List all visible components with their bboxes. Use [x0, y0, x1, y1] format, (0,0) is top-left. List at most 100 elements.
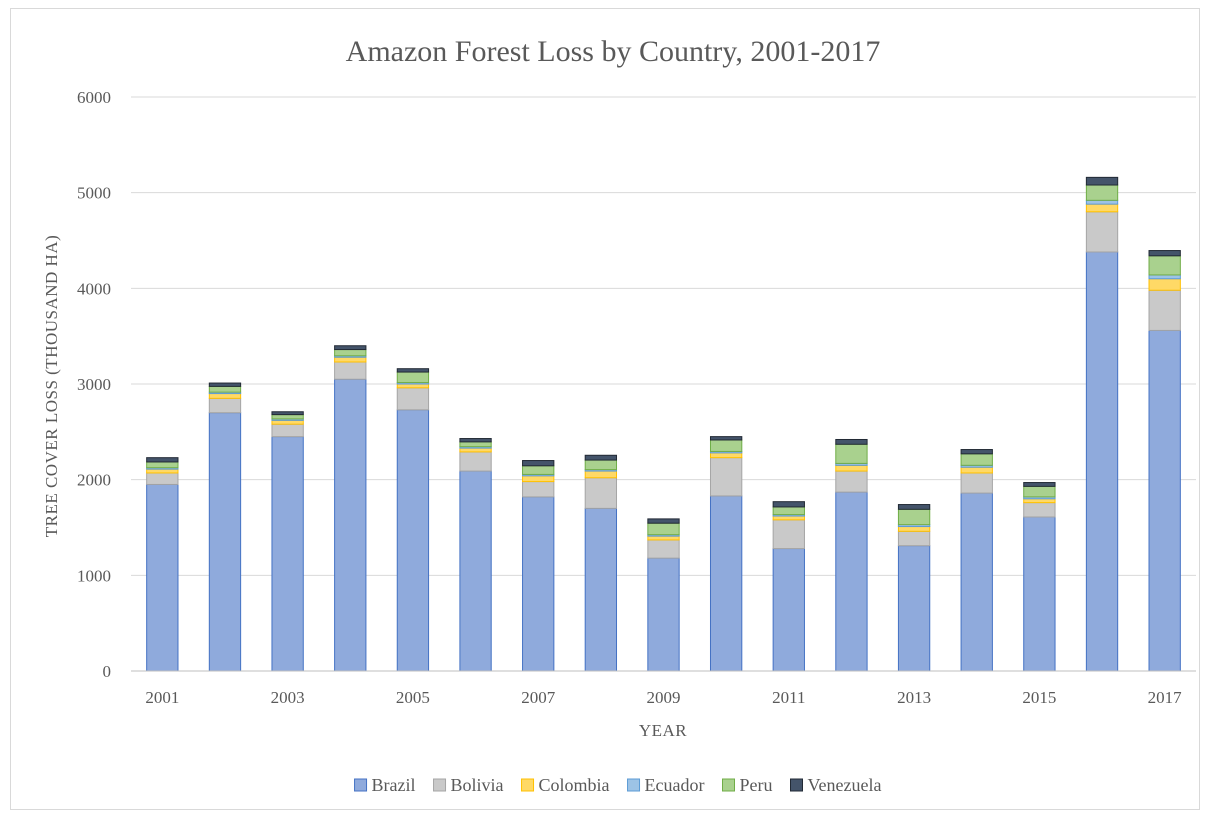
bar-brazil-2015: [1023, 516, 1056, 672]
x-tick-label: 2007: [521, 688, 556, 707]
x-tick-label: 2003: [271, 688, 305, 707]
bar-venezuela-2003: [271, 411, 304, 416]
bar-peru-2011: [772, 506, 805, 516]
bar-colombia-2002: [208, 393, 242, 399]
y-tick-label: 3000: [77, 375, 111, 394]
x-axis-label: YEAR: [639, 721, 687, 740]
legend-swatch: [790, 778, 803, 792]
bar-peru-2003: [271, 414, 304, 420]
x-tick-label: 2015: [1022, 688, 1056, 707]
x-tick-label: 2011: [772, 688, 805, 707]
x-axis-ticks: 2001 2003 2005 2007 2009 2011 2013 2015 2017: [145, 688, 1182, 707]
chart-frame: [10, 8, 1200, 810]
bar-brazil-2002: [208, 412, 242, 672]
legend-item-brazil: Brazil: [354, 775, 416, 795]
bar-colombia-2006: [459, 447, 492, 453]
bar-peru-2010: [709, 439, 743, 452]
bar-stack-2015: [1023, 482, 1056, 672]
legend-label: Ecuador: [645, 775, 705, 795]
bar-stack-2004: [334, 345, 367, 672]
bar-peru-2006: [459, 441, 492, 448]
legend-item-colombia: Colombia: [521, 775, 610, 795]
y-tick-label: 5000: [77, 184, 111, 203]
bar-venezuela-2007: [522, 460, 555, 467]
bar-brazil-2013: [897, 545, 931, 672]
bar-bolivia-2004: [334, 361, 367, 380]
bar-bolivia-2013: [897, 530, 931, 547]
bar-venezuela-2016: [1085, 176, 1119, 186]
legend-item-ecuador: Ecuador: [627, 775, 705, 795]
bar-colombia-2008: [584, 470, 618, 479]
bar-ecuador-2017: [1148, 274, 1181, 280]
legend-item-peru: Peru: [722, 775, 773, 795]
bar-colombia-2009: [647, 535, 680, 541]
bar-colombia-2012: [835, 464, 868, 472]
x-tick-label: 2013: [897, 688, 931, 707]
y-tick-label: 2000: [77, 471, 111, 490]
x-tick-label: 2009: [647, 688, 681, 707]
bar-colombia-2017: [1148, 278, 1181, 291]
bar-stack-2014: [960, 449, 993, 672]
bar-stack-2012: [835, 438, 868, 672]
legend-label: Peru: [740, 775, 773, 795]
chart-title: Amazon Forest Loss by Country, 2001-2017: [346, 35, 881, 68]
bar-venezuela-2008: [584, 454, 618, 461]
bar-bolivia-2012: [835, 470, 868, 493]
bar-venezuela-2006: [459, 438, 492, 443]
legend-swatch: [627, 778, 641, 792]
bar-colombia-2011: [772, 515, 805, 521]
bar-venezuela-2011: [772, 501, 805, 508]
bar-venezuela-2001: [146, 457, 179, 463]
bar-bolivia-2017: [1148, 289, 1181, 331]
bar-peru-2016: [1085, 184, 1119, 201]
bar-colombia-2001: [146, 468, 179, 474]
bar-peru-2013: [897, 508, 931, 526]
bar-venezuela-2014: [960, 449, 993, 455]
bar-colombia-2014: [960, 466, 993, 474]
bar-stack-2003: [271, 411, 304, 672]
bar-venezuela-2013: [897, 504, 931, 510]
x-tick-label: 2005: [396, 688, 430, 707]
y-tick-label: 4000: [77, 279, 111, 298]
bar-venezuela-2002: [208, 382, 242, 387]
y-axis-label: TREE COVER LOSS (THOUSAND HA): [42, 235, 61, 538]
bar-colombia-2005: [396, 383, 430, 389]
bar-venezuela-2004: [334, 345, 367, 351]
legend-item-venezuela: Venezuela: [790, 775, 881, 795]
bar-bolivia-2006: [459, 451, 492, 472]
bar-peru-2015: [1023, 485, 1056, 498]
bar-peru-2004: [334, 349, 367, 357]
legend-swatch: [722, 778, 735, 792]
bar-peru-2017: [1148, 255, 1181, 276]
bar-colombia-2004: [334, 356, 367, 363]
bar-peru-2001: [146, 461, 179, 469]
bar-stack-2016: [1085, 176, 1119, 672]
legend-label: Brazil: [372, 775, 416, 795]
bar-brazil-2004: [334, 378, 367, 672]
bar-stack-2002: [208, 382, 242, 672]
bar-peru-2007: [522, 465, 555, 475]
bar-brazil-2006: [459, 470, 492, 672]
bar-stack-2007: [522, 460, 555, 672]
bar-peru-2014: [960, 453, 993, 466]
bar-bolivia-2001: [146, 472, 179, 485]
bar-brazil-2003: [271, 436, 304, 672]
y-tick-label: 6000: [77, 88, 111, 107]
legend: Brazil Bolivia Colombia Ecuador Peru Venezuel…: [354, 775, 881, 795]
bar-stack-2011: [772, 501, 805, 672]
bar-bolivia-2002: [208, 397, 242, 414]
x-tick-label: 2001: [145, 688, 179, 707]
legend-label: Colombia: [539, 775, 610, 795]
bar-bolivia-2010: [709, 457, 743, 497]
bar-stack-2013: [897, 504, 931, 672]
bar-venezuela-2010: [709, 436, 743, 441]
y-axis-ticks: 0 1000 2000 3000 4000 5000 6000: [77, 88, 111, 681]
bar-stack-2008: [584, 454, 618, 672]
bar-venezuela-2017: [1148, 250, 1181, 257]
bar-bolivia-2009: [647, 539, 680, 559]
bar-brazil-2014: [960, 492, 993, 672]
legend-swatch: [354, 778, 368, 792]
bar-bolivia-2016: [1085, 211, 1119, 253]
bar-venezuela-2005: [396, 368, 430, 373]
bar-colombia-2015: [1023, 498, 1056, 504]
